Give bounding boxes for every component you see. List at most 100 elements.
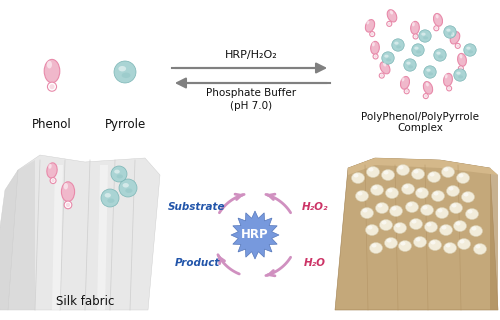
- Ellipse shape: [460, 239, 464, 244]
- Ellipse shape: [104, 193, 111, 197]
- Circle shape: [66, 203, 70, 207]
- Ellipse shape: [370, 185, 384, 196]
- Ellipse shape: [386, 238, 392, 243]
- Circle shape: [370, 32, 374, 36]
- Ellipse shape: [460, 54, 462, 59]
- Ellipse shape: [122, 73, 130, 78]
- Ellipse shape: [448, 32, 453, 36]
- Ellipse shape: [408, 65, 413, 68]
- Circle shape: [460, 67, 462, 70]
- Circle shape: [111, 166, 127, 182]
- Ellipse shape: [438, 55, 443, 59]
- Circle shape: [52, 179, 55, 182]
- Ellipse shape: [358, 191, 362, 196]
- Ellipse shape: [468, 210, 472, 213]
- Ellipse shape: [387, 10, 397, 22]
- Text: HRP: HRP: [241, 228, 269, 242]
- Circle shape: [114, 61, 136, 83]
- Ellipse shape: [412, 169, 424, 180]
- Ellipse shape: [402, 77, 404, 81]
- Ellipse shape: [392, 206, 396, 211]
- Ellipse shape: [394, 222, 406, 234]
- Ellipse shape: [458, 173, 464, 178]
- Ellipse shape: [474, 244, 486, 254]
- Ellipse shape: [426, 68, 430, 72]
- Ellipse shape: [370, 243, 382, 253]
- Ellipse shape: [368, 226, 372, 229]
- Circle shape: [444, 26, 456, 38]
- Ellipse shape: [118, 66, 126, 71]
- Circle shape: [101, 189, 119, 207]
- Ellipse shape: [426, 82, 429, 86]
- Ellipse shape: [412, 22, 415, 27]
- Ellipse shape: [384, 55, 388, 58]
- Circle shape: [456, 44, 459, 47]
- Ellipse shape: [398, 241, 411, 252]
- Ellipse shape: [384, 237, 398, 249]
- Ellipse shape: [362, 209, 368, 212]
- Circle shape: [413, 34, 418, 39]
- Text: HRP/H₂O₂: HRP/H₂O₂: [224, 50, 278, 60]
- Polygon shape: [0, 170, 18, 310]
- Ellipse shape: [384, 171, 388, 174]
- Ellipse shape: [428, 172, 440, 182]
- Circle shape: [454, 69, 466, 81]
- Ellipse shape: [396, 223, 400, 228]
- Ellipse shape: [366, 166, 380, 178]
- Ellipse shape: [436, 52, 440, 55]
- Circle shape: [455, 43, 460, 48]
- Ellipse shape: [414, 170, 418, 173]
- Ellipse shape: [126, 188, 132, 193]
- Circle shape: [464, 44, 476, 56]
- Ellipse shape: [390, 10, 393, 14]
- Ellipse shape: [430, 172, 434, 177]
- Ellipse shape: [404, 185, 408, 188]
- Ellipse shape: [366, 225, 378, 236]
- Ellipse shape: [454, 220, 466, 231]
- Text: Complex: Complex: [397, 123, 443, 133]
- Ellipse shape: [378, 204, 382, 207]
- Ellipse shape: [416, 188, 428, 198]
- Circle shape: [50, 84, 54, 89]
- Text: Phosphate Buffer: Phosphate Buffer: [206, 88, 296, 98]
- Ellipse shape: [434, 191, 438, 196]
- Ellipse shape: [420, 204, 434, 215]
- Ellipse shape: [466, 209, 478, 220]
- Circle shape: [404, 89, 409, 94]
- Ellipse shape: [422, 33, 426, 36]
- Circle shape: [424, 95, 427, 98]
- Ellipse shape: [354, 173, 358, 178]
- Circle shape: [404, 59, 416, 71]
- Text: H₂O: H₂O: [304, 258, 326, 268]
- Polygon shape: [8, 160, 35, 310]
- Ellipse shape: [382, 220, 386, 225]
- Ellipse shape: [444, 74, 448, 78]
- Ellipse shape: [444, 73, 452, 86]
- Circle shape: [448, 87, 450, 90]
- Ellipse shape: [410, 21, 420, 34]
- Ellipse shape: [388, 188, 392, 193]
- Circle shape: [392, 39, 404, 51]
- Text: (pH 7.0): (pH 7.0): [230, 101, 272, 111]
- Text: Phenol: Phenol: [32, 118, 72, 131]
- Ellipse shape: [394, 42, 398, 45]
- Circle shape: [419, 30, 431, 42]
- Ellipse shape: [456, 172, 469, 183]
- Ellipse shape: [382, 170, 394, 180]
- Circle shape: [435, 27, 438, 30]
- Ellipse shape: [418, 188, 422, 193]
- Ellipse shape: [376, 203, 388, 213]
- Ellipse shape: [356, 190, 368, 202]
- Polygon shape: [8, 155, 160, 310]
- Ellipse shape: [400, 242, 406, 245]
- Ellipse shape: [116, 174, 123, 179]
- Ellipse shape: [426, 222, 432, 227]
- Ellipse shape: [458, 53, 466, 66]
- Ellipse shape: [386, 188, 398, 198]
- Ellipse shape: [476, 244, 480, 249]
- Ellipse shape: [406, 202, 418, 212]
- Circle shape: [434, 49, 446, 61]
- Ellipse shape: [458, 75, 463, 78]
- Text: H₂O₂: H₂O₂: [302, 202, 328, 212]
- Ellipse shape: [472, 227, 476, 230]
